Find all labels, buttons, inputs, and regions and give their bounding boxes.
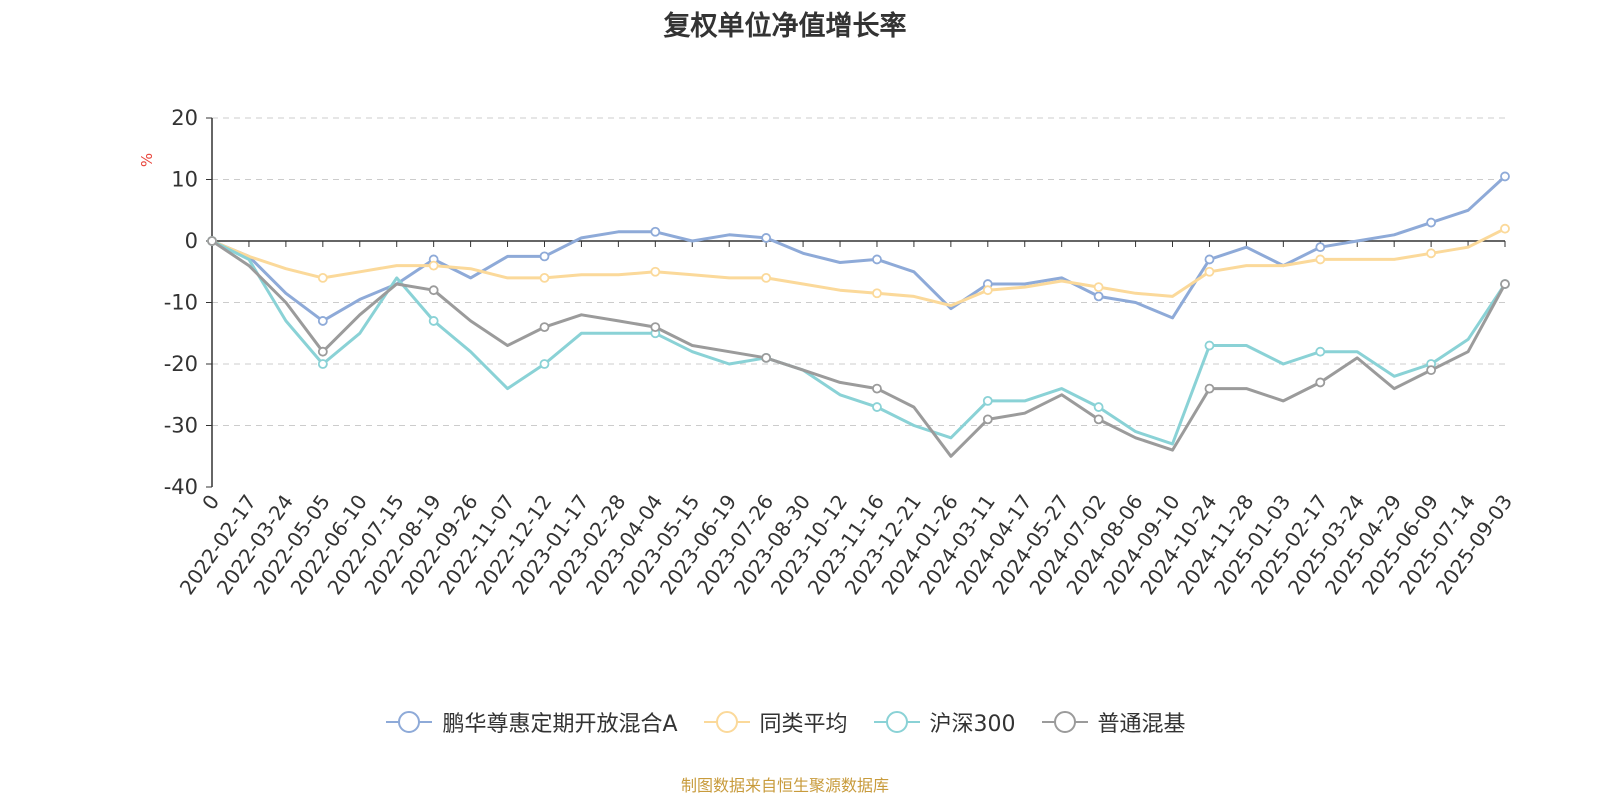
y-tick-label: 20 (171, 106, 198, 130)
series-point (1426, 248, 1437, 259)
series-line-1 (211, 175, 1507, 323)
series-lines (211, 175, 1507, 458)
series-point (982, 414, 993, 425)
chart-title: 复权单位净值增长率 (663, 11, 907, 42)
series-point (982, 395, 993, 406)
series-point (872, 383, 882, 394)
series-point (539, 359, 550, 369)
series-point (1093, 402, 1104, 412)
series-point (1500, 279, 1510, 289)
series-point (1204, 383, 1215, 394)
series-point (872, 254, 882, 265)
series-point (1500, 223, 1510, 234)
legend-label: 同类平均 (759, 712, 848, 737)
series-point (317, 272, 328, 283)
series-point (1500, 171, 1510, 182)
y-tick-label: 10 (171, 168, 198, 192)
series-point (650, 322, 661, 333)
x-tick-label: 0 (197, 490, 224, 514)
series-point (761, 272, 772, 283)
series-point (1426, 365, 1437, 376)
legend-item-1[interactable]: 鹏华尊惠定期开放混合A (384, 706, 678, 738)
series-point (1093, 291, 1104, 302)
series-point (1204, 340, 1215, 351)
legend-item-4[interactable]: 普通混基 (1040, 706, 1186, 738)
legend-label: 鹏华尊惠定期开放混合A (442, 712, 678, 737)
series-point (1093, 282, 1104, 293)
series-point (1315, 377, 1326, 388)
series-point (428, 316, 439, 326)
series-point (1204, 254, 1215, 265)
legend-item-2[interactable]: 同类平均 (702, 706, 848, 738)
series-point (982, 285, 993, 296)
series-point (539, 272, 550, 283)
legend-line-icon (386, 711, 433, 733)
series-point (1315, 242, 1326, 253)
legend-line-icon (873, 711, 920, 733)
y-axis-label: % (138, 153, 156, 167)
series-markers (207, 171, 1510, 425)
series-point (650, 266, 661, 277)
series-line-4 (211, 239, 1507, 458)
line-chart: 20100-10-20-30-4002022-02-172022-03-2420… (138, 106, 1517, 599)
series-line-3 (211, 239, 1507, 446)
legend-label: 沪深300 (929, 712, 1016, 737)
y-tick-label: -40 (164, 475, 198, 499)
grid-lines (212, 117, 1505, 426)
series-point (539, 251, 550, 262)
series-point (539, 322, 550, 333)
legend-label: 普通混基 (1097, 712, 1186, 737)
series-point (650, 226, 661, 237)
y-tick-label: -30 (164, 414, 198, 438)
y-tick-label: -10 (164, 291, 198, 315)
series-line-2 (211, 227, 1506, 308)
y-tick-label: -20 (164, 352, 198, 376)
legend-line-icon (1041, 711, 1088, 733)
series-point (428, 285, 439, 296)
y-tick-label: 0 (185, 229, 198, 253)
legend-line-icon (703, 711, 750, 733)
source-note: 制图数据来自恒生聚源数据库 (680, 776, 889, 795)
series-point (317, 346, 328, 357)
series-point (872, 402, 882, 412)
series-point (317, 316, 328, 326)
series-point (428, 260, 439, 271)
series-point (1093, 414, 1104, 425)
legend-item-3[interactable]: 沪深300 (872, 706, 1016, 738)
series-point (1315, 254, 1326, 265)
series-point (761, 352, 772, 363)
series-point (872, 288, 882, 299)
series-point (1315, 346, 1326, 357)
series-point (761, 233, 772, 243)
series-point (317, 359, 328, 369)
series-point (1426, 217, 1437, 228)
legend: 鹏华尊惠定期开放混合A 同类平均 沪深300 普通混基 (0, 706, 1570, 741)
series-point (207, 236, 217, 246)
series-point (1204, 266, 1215, 277)
